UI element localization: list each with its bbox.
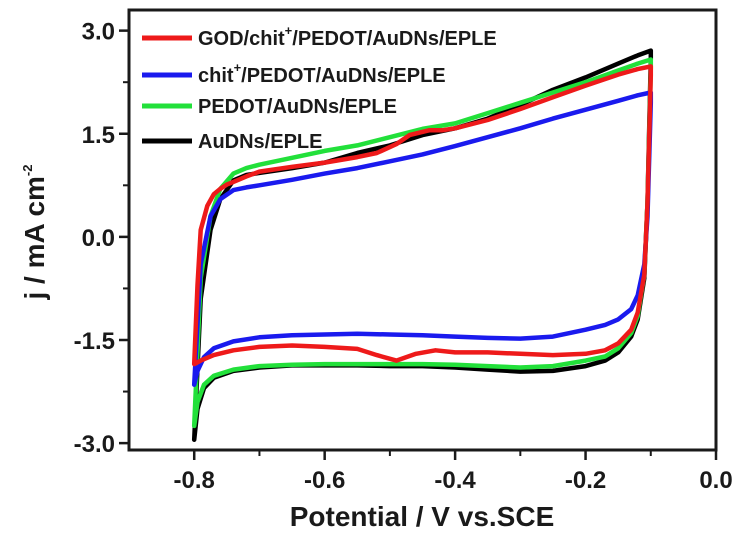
y-axis-ticks: -3.0 -1.5 0.0 1.5 3.0	[74, 19, 129, 458]
legend-label-pre: chit	[198, 65, 234, 87]
x-tick-label: -0.8	[174, 467, 215, 494]
y-axis-title-superscript: -2	[20, 164, 35, 176]
x-tick-label: -0.6	[304, 467, 345, 494]
legend-label: GOD/chit+/PEDOT/AuDNs/EPLE	[198, 23, 497, 50]
x-tick-label: -0.2	[565, 467, 606, 494]
y-axis-title-base: j / mA cm	[19, 176, 50, 300]
y-tick-label: 3.0	[82, 19, 115, 46]
legend-entry: chit+/PEDOT/AuDNs/EPLE	[142, 60, 446, 87]
plot-frame	[127, 8, 718, 452]
series-line	[191, 64, 654, 367]
y-tick-label: 0.0	[82, 225, 115, 252]
legend-label-sup: +	[285, 23, 293, 38]
legend-label: chit+/PEDOT/AuDNs/EPLE	[198, 60, 446, 87]
legend-label: AuDNs/EPLE	[198, 131, 322, 153]
legend-label-pre: PEDOT/AuDNs/EPLE	[198, 96, 397, 118]
legend-entry: GOD/chit+/PEDOT/AuDNs/EPLE	[142, 23, 497, 50]
legend-label-pre: AuDNs/EPLE	[198, 131, 322, 153]
x-tick-label: -0.4	[434, 467, 476, 494]
y-tick-label: -3.0	[74, 431, 115, 458]
legend-label-post: /PEDOT/AuDNs/EPLE	[241, 65, 445, 87]
legend-entry: AuDNs/EPLE	[142, 131, 322, 153]
x-axis-ticks: -0.8 -0.6 -0.4 -0.2 0.0	[174, 450, 733, 494]
y-tick-label: 1.5	[82, 122, 115, 149]
legend-entry: PEDOT/AuDNs/EPLE	[142, 96, 397, 118]
y-axis-title: j / mA cm-2	[19, 164, 50, 300]
y-tick-label: -1.5	[74, 328, 115, 355]
x-tick-label: 0.0	[699, 467, 732, 494]
legend-label: PEDOT/AuDNs/EPLE	[198, 96, 397, 118]
legend-label-sup: +	[234, 60, 242, 75]
legend-label-pre: GOD/chit	[198, 28, 285, 50]
legend: GOD/chit+/PEDOT/AuDNs/EPLE chit+/PEDOT/A…	[142, 23, 497, 153]
x-axis-title: Potential / V vs.SCE	[290, 501, 555, 532]
legend-label-post: /PEDOT/AuDNs/EPLE	[292, 28, 496, 50]
series-curves	[191, 48, 654, 442]
